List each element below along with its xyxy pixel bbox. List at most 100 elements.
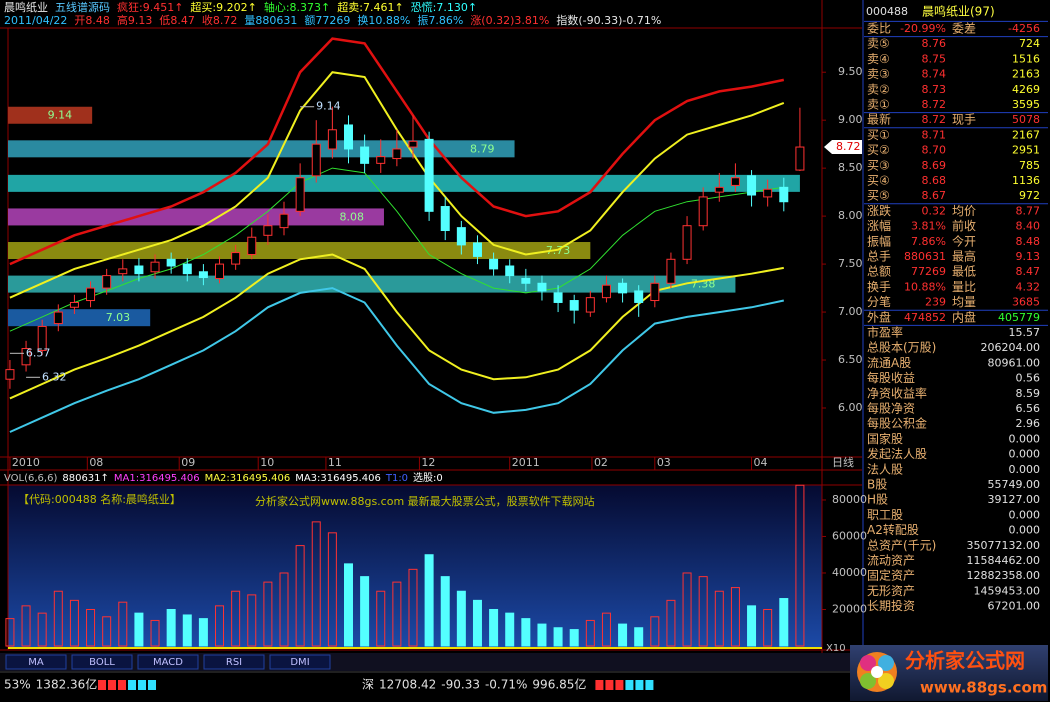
panel-value: 10.88% — [904, 280, 946, 293]
volume-title-item: T1:0 — [385, 473, 408, 484]
period-label: 日线 — [832, 455, 854, 469]
tab[interactable] — [137, 654, 199, 670]
panel-value: 35077132.00 — [967, 539, 1040, 552]
candle-body — [37, 325, 47, 351]
panel-label: 均量 — [952, 295, 976, 309]
volume-bar — [5, 618, 15, 647]
panel-value: -4256 — [1008, 22, 1040, 35]
volume-bar — [601, 612, 611, 647]
volume-bar — [682, 572, 692, 647]
candle-body — [489, 258, 499, 270]
panel-price: 8.73 — [922, 83, 947, 96]
tab[interactable] — [269, 654, 331, 670]
candle-body — [779, 186, 789, 203]
panel-value: 5078 — [1012, 113, 1040, 126]
annotation-label: 9.14 — [316, 100, 341, 113]
panel-value: 0.000 — [1009, 448, 1041, 461]
volume-bar — [553, 627, 563, 647]
volume-bar — [118, 601, 128, 647]
volume-bar — [166, 608, 176, 647]
header-item: 指数(-90.33)-0.71% — [556, 13, 661, 27]
frame — [0, 0, 862, 655]
candle-body — [327, 129, 337, 150]
panel-label: 无形资产 — [867, 584, 915, 598]
candle-body — [150, 261, 160, 273]
panel-price: 8.76 — [922, 37, 947, 50]
candle-body — [585, 297, 595, 313]
volume-bar — [198, 618, 208, 647]
candle-body — [166, 258, 176, 267]
panel-volume: 3595 — [1012, 98, 1040, 111]
status-block — [595, 680, 604, 690]
status-block — [128, 680, 136, 690]
panel-label: 委差 — [952, 22, 976, 36]
panel-label: 买⑤ — [867, 189, 890, 203]
volume-bar — [150, 619, 160, 647]
panel-price: 8.74 — [922, 68, 947, 81]
y-tick-label: 8.00 — [838, 209, 863, 222]
candle-body — [505, 265, 515, 277]
volume-bar — [263, 581, 273, 647]
panel-value: 474852 — [904, 311, 946, 324]
candle-body — [553, 292, 563, 303]
panel-value: 8.47 — [1016, 265, 1041, 278]
tab[interactable] — [5, 654, 67, 670]
panel-label: 买① — [867, 128, 890, 142]
candle-body — [69, 301, 79, 308]
volume-bar — [21, 605, 31, 647]
panel-label: H股 — [867, 493, 888, 507]
status-center: 12708.42 — [379, 678, 436, 692]
panel-label: 每股收益 — [867, 370, 915, 385]
candle-body — [747, 175, 757, 196]
tab[interactable] — [71, 654, 133, 670]
status-block — [108, 680, 116, 690]
panel-label: B股 — [867, 478, 887, 492]
panel-price: 8.75 — [922, 52, 947, 65]
stock-code: 000488 — [866, 5, 908, 18]
header-item: 超卖:7.461↑ — [337, 0, 403, 14]
x-tick-label: 11 — [328, 456, 342, 469]
header-item: 开8.48 — [74, 14, 110, 27]
volume-bar — [279, 572, 289, 647]
volume-bar — [795, 484, 805, 647]
candle-body — [21, 348, 31, 366]
volume-bar — [343, 563, 353, 647]
logo-icon — [857, 652, 897, 692]
panel-volume: 2167 — [1012, 128, 1040, 141]
y-tick-label: 9.00 — [838, 113, 863, 126]
status-block — [615, 680, 624, 690]
panel-label: 卖② — [867, 82, 890, 96]
volume-bar — [634, 627, 644, 647]
status-center: 996.85亿 — [532, 677, 586, 692]
logo-url: www.88gs.com — [920, 679, 1047, 697]
header-item: 疯狂:9.451↑ — [117, 0, 183, 14]
x-tick-label: 02 — [594, 456, 608, 469]
candle-body — [601, 284, 611, 299]
candle-body — [118, 268, 128, 275]
volume-bar — [730, 587, 740, 647]
volume-bar — [311, 521, 321, 647]
volume-bar — [408, 568, 418, 647]
panel-value: 80961.00 — [988, 356, 1041, 369]
candle-body — [795, 146, 805, 171]
header-item: 晨鸣纸业 — [4, 0, 48, 14]
volume-bar — [134, 612, 144, 647]
panel-price: 8.68 — [922, 174, 947, 187]
panel-volume: 4269 — [1012, 83, 1040, 96]
panel-label: 总股本(万股) — [867, 341, 936, 355]
code-label: 【代码:000488 名称:晨鸣纸业】 — [18, 492, 181, 506]
panel-price: 8.67 — [922, 189, 947, 202]
tab[interactable] — [203, 654, 265, 670]
x-tick-label: 12 — [421, 456, 435, 469]
panel-volume: 1136 — [1012, 174, 1040, 187]
header-item: 量880631 — [244, 14, 297, 27]
status-center: 深 — [362, 678, 374, 692]
panel-value: 7.86% — [911, 235, 946, 248]
volume-title-item: MA3:316495.406 — [295, 473, 381, 484]
panel-label: 分笔 — [867, 294, 891, 309]
x-tick-label: 2010 — [12, 456, 40, 469]
stock-title: 晨鸣纸业(97) — [922, 4, 995, 19]
panel-label: 前收 — [952, 218, 976, 233]
candle-body — [424, 138, 434, 212]
